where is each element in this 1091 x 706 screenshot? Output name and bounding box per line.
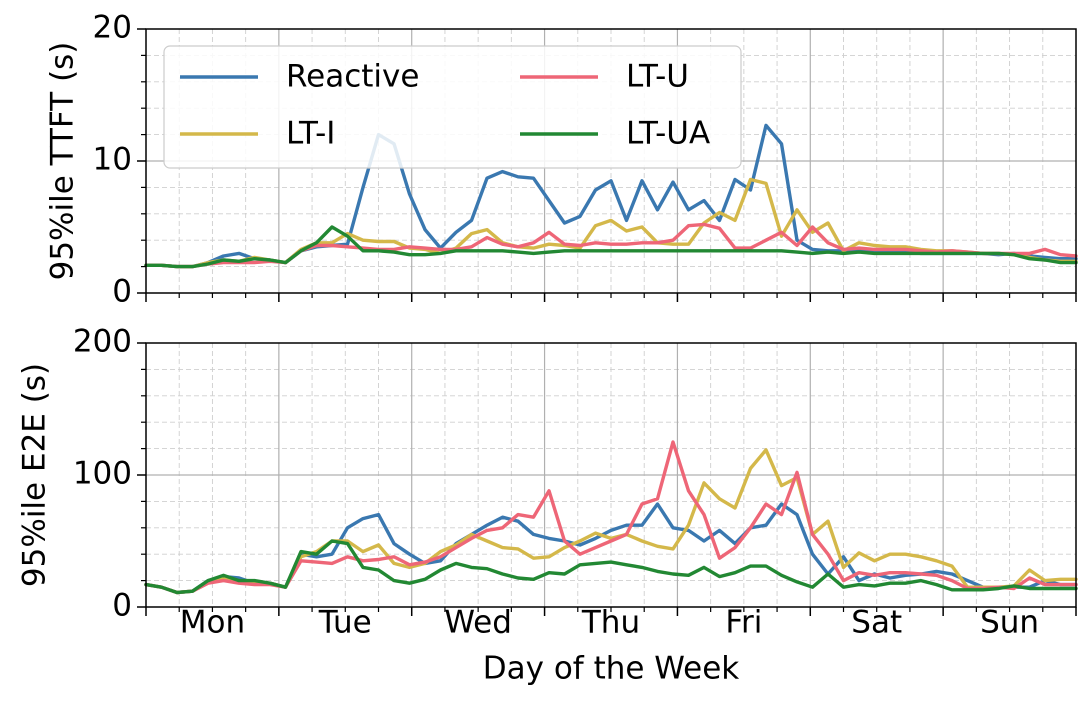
e2e-series-lt-ua [144,539,1078,595]
ttft-ytick-label: 10 [93,142,132,178]
x-tick-label-sat: Sat [851,605,902,641]
ttft-panel: 0 10 20 95%ile TTFT (s) Reactive LT-I LT-U… [45,10,1078,310]
x-axis-title: Day of the Week [483,651,740,687]
ttft-y-axis-title: 95%ile TTFT (s) [45,42,81,281]
x-tick-label-wed: Wed [444,605,512,641]
e2e-ytick-label: 200 [73,324,132,360]
legend-label-reactive: Reactive [286,59,419,95]
ttft-ytick-label: 20 [93,10,132,46]
ttft-series-lt-ua [144,225,1078,269]
e2e-ytick-label: 0 [112,588,132,624]
x-tick-label-mon: Mon [180,605,245,641]
legend-label-lt-i: LT-I [286,116,335,152]
e2e-series-lt-i [144,448,1078,595]
legend-label-lt-ua: LT-UA [626,116,710,152]
x-tick-labels: Mon Tue Wed Thu Fri Sat Sun [180,605,1039,641]
x-tick-label-fri: Fri [725,605,762,641]
e2e-series-lt-u [144,440,1078,595]
ttft-ticks: 0 10 20 [93,10,1077,310]
e2e-ticks: 0 100 200 [73,324,1077,624]
ttft-series-lines [144,123,1078,269]
legend-label-lt-u: LT-U [626,59,689,95]
e2e-ytick-label: 100 [73,456,132,492]
e2e-grid [146,343,1076,607]
x-tick-label-tue: Tue [318,605,372,641]
ttft-ytick-label: 0 [112,274,132,310]
e2e-y-axis-title: 95%ile E2E (s) [17,363,53,587]
e2e-panel: 0 100 200 95%ile E2E (s) [17,324,1078,624]
x-tick-label-sun: Sun [980,605,1039,641]
x-tick-label-thu: Thu [581,605,640,641]
legend: Reactive LT-I LT-U LT-UA [163,45,742,169]
e2e-series-lines [144,440,1078,595]
